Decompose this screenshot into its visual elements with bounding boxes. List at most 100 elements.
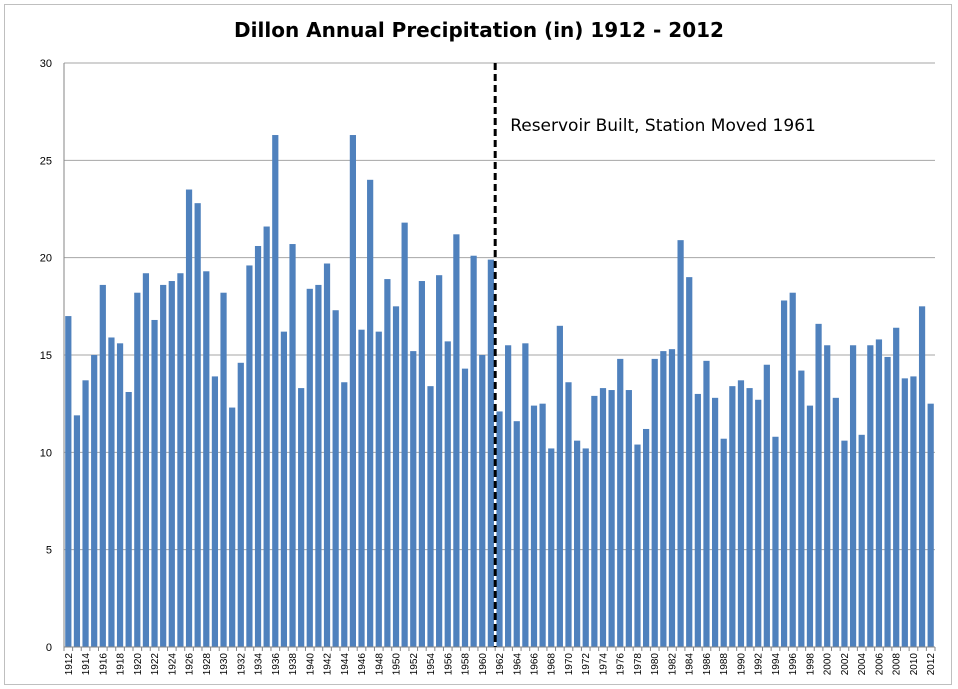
bar-1968 [548, 448, 555, 647]
bar-1914 [82, 380, 89, 647]
bar-1927 [194, 203, 201, 647]
bar-1965 [522, 343, 529, 647]
y-tick-label: 30 [40, 58, 52, 70]
bar-1947 [367, 179, 374, 648]
bar-1978 [634, 444, 641, 647]
x-tick-label: 1990 [736, 653, 747, 676]
x-tick-label: 1922 [150, 653, 161, 676]
x-tick-label: 1932 [236, 653, 247, 676]
bar-2004 [858, 434, 865, 647]
x-tick-label: 1980 [650, 653, 661, 676]
bar-1954 [427, 386, 434, 647]
x-tick-label: 1940 [305, 653, 316, 676]
bar-1981 [660, 351, 667, 647]
bar-1992 [755, 399, 762, 647]
bar-2008 [893, 327, 900, 647]
bar-1991 [746, 388, 753, 647]
bar-1986 [703, 360, 710, 647]
x-tick-label: 1924 [167, 653, 178, 676]
bar-1987 [711, 397, 719, 647]
bar-2009 [901, 378, 908, 647]
bar-1970 [565, 382, 572, 647]
chart-title: Dillon Annual Precipitation (in) 1912 - … [234, 18, 724, 42]
bar-1932 [237, 362, 244, 647]
bar-1998 [806, 405, 814, 647]
bars [65, 135, 934, 648]
bar-2002 [841, 440, 848, 647]
bar-1912 [65, 316, 72, 647]
x-tick-label: 1998 [805, 653, 816, 676]
bar-1999 [815, 323, 822, 647]
bar-1969 [556, 325, 563, 647]
x-tick-label: 1996 [788, 653, 799, 676]
x-tick-label: 1944 [340, 653, 351, 676]
x-tick-label: 1976 [616, 653, 627, 676]
bar-1949 [384, 279, 391, 647]
bar-1967 [539, 403, 546, 647]
bar-1933 [246, 265, 253, 647]
x-tick-label: 1912 [64, 653, 75, 676]
bar-1982 [668, 349, 676, 647]
bar-1929 [211, 376, 219, 647]
bar-2000 [824, 345, 831, 647]
x-tick-label: 1988 [719, 653, 730, 676]
bar-1966 [530, 405, 538, 647]
bar-1935 [263, 226, 270, 647]
bar-1934 [254, 245, 262, 648]
x-tick-label: 1994 [771, 653, 782, 676]
bar-1976 [617, 358, 624, 647]
bar-1940 [306, 288, 313, 647]
bar-1989 [729, 386, 736, 647]
bar-1923 [160, 284, 167, 647]
bar-1916 [99, 284, 106, 647]
x-tick-label: 1992 [754, 653, 765, 676]
bar-1944 [341, 382, 348, 647]
x-tick-label: 1964 [512, 653, 523, 676]
x-tick-label: 1986 [702, 653, 713, 676]
bar-2005 [867, 345, 874, 647]
y-tick-labels: 0 5 10 15 20 25 30 [40, 58, 52, 654]
bar-1974 [599, 388, 607, 647]
y-tick-label: 20 [40, 253, 52, 265]
x-tick-label: 1970 [564, 653, 575, 676]
bar-1951 [401, 222, 408, 647]
x-tick-label: 1948 [374, 653, 385, 676]
x-tick-label: 1952 [409, 653, 420, 676]
x-tick-label: 2010 [909, 653, 920, 676]
bar-1997 [798, 370, 805, 647]
bar-1985 [694, 393, 701, 647]
bar-1994 [772, 436, 779, 647]
bar-1996 [789, 292, 796, 647]
bar-1950 [392, 306, 400, 647]
x-tick-label: 1914 [81, 653, 92, 676]
x-tick-label: 2004 [857, 653, 868, 676]
bar-1984 [686, 277, 693, 647]
bar-1925 [177, 273, 184, 647]
bar-1956 [444, 341, 451, 647]
bar-2006 [875, 339, 883, 647]
y-tick-label: 5 [46, 545, 52, 557]
x-tick-label: 2002 [840, 653, 851, 676]
bar-1921 [142, 273, 150, 647]
bar-1917 [108, 337, 115, 647]
x-tick-label: 1962 [495, 653, 506, 676]
x-tick-label: 1920 [133, 653, 144, 676]
bar-1971 [574, 440, 581, 647]
x-tick-label: 1916 [98, 653, 109, 676]
x-tick-label: 1950 [392, 653, 403, 676]
bar-1915 [91, 355, 98, 647]
bar-2011 [918, 306, 926, 647]
x-tick-labels: 1912 1914 1916 1918 1920 1922 1924 1926 1928 1930… [64, 653, 937, 676]
annotation-layer: Reservoir Built, Station Moved 1961 [493, 63, 816, 647]
x-tick-label: 2012 [926, 653, 937, 676]
bar-1919 [125, 391, 132, 647]
y-tick-label: 10 [40, 447, 52, 459]
bar-1928 [203, 271, 210, 647]
bar-2012 [927, 403, 934, 647]
bar-1962 [496, 411, 503, 647]
bar-1988 [720, 438, 727, 647]
bar-1937 [280, 331, 288, 647]
bar-1983 [677, 240, 684, 647]
bar-1922 [151, 319, 158, 647]
x-tick-label: 1936 [271, 653, 282, 676]
